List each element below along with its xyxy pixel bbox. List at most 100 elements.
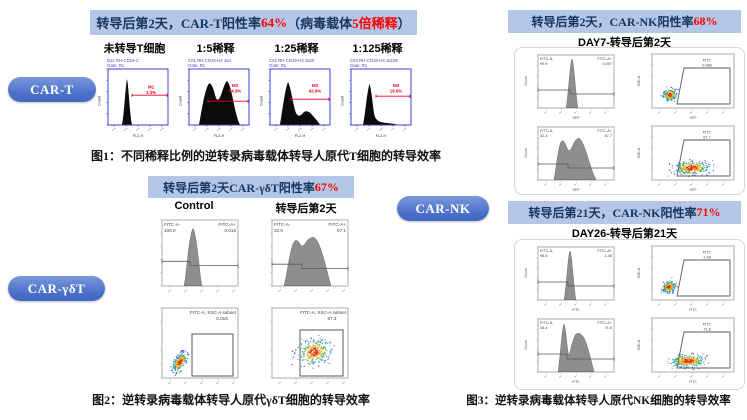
histogram-peak [279,82,320,125]
fig3-day7-subtitle: DAY7-转导后第2天 [577,37,672,49]
fig1-plot-cell-2: 1:5稀释 C01 RH-CD19-H3 164 Gate: R1 Count … [175,40,256,145]
axis-ticks [267,68,324,127]
gate-line [161,259,239,268]
pos-gate-label: FITC-A+ [219,222,237,227]
x-axis-label: GFP [690,116,698,120]
fig3-day26-title-text: 转导后第21天，CAR-NK阳性率 [528,206,697,220]
flow-histogram-1-25: C02 RH-CD19-H3 1620 Gate: R1 Count FL2-H… [259,58,330,138]
density-cloud [660,86,679,102]
fig1-title-close: ） [397,16,411,31]
nk-day26-scatter-transduced: SSC-A FITC FITC 71.6 [637,317,735,384]
y-axis-label: SSC-A [637,339,641,350]
axis-ticks [105,68,162,127]
density-cloud [291,335,335,369]
x-tick-labels [657,375,725,378]
scatter-gate-label: FITC [703,251,712,255]
plot-frame [651,125,735,181]
x-tick-labels [277,289,346,293]
fig2-title-pct: 67% [314,179,339,194]
gate-rect [299,329,344,377]
x-axis-label: GFP [573,188,581,192]
fig3-day7-title-text: 转导后第2天，CAR-NK阳性率 [531,15,694,29]
neg-gate-value: 28.4 [540,326,547,330]
gdt-histogram-control: FITC-A- 100.0 FITC-A+ 0.016 [160,219,239,293]
gdt-scatter-control: FITC-A, SSC-A subset 0.016 [160,307,239,385]
marker-line [207,99,248,103]
marker-line [131,93,167,97]
nk-day7-histogram-control: Count GFP FITC-A- 99.9 FITC-A+ 0.097 [524,54,615,120]
fig1-plot-cell-3: 1:25稀释 C02 RH-CD19-H3 1620 Gate: R1 Coun… [256,40,337,145]
x-tick-labels [543,183,607,186]
x-axis-label: FL2-H [294,134,305,138]
pos-gate-value: 71.6 [605,326,612,330]
scatter-gate-value: 0.088 [702,63,712,67]
fig2-title-bar: 转导后第2天CAR-γδT阳性率 67% [148,176,354,198]
gate-line [537,352,615,361]
pos-gate-label: FITC-A+ [598,321,613,325]
pos-gate-value: 0.097 [602,62,612,66]
fig1-title-dilution: 5倍稀释 [352,16,398,31]
neg-gate-value: 100.0 [164,228,176,233]
x-axis-label: FL2-H [375,134,386,138]
fig1-col-label-2: 1:5稀释 [196,43,235,55]
fig1-col-label-3: 1:25稀释 [274,43,319,55]
x-tick-labels [657,111,725,114]
scatter-gate-label: FITC-A, SSC-A subset [190,310,237,315]
plot-frame [107,68,168,126]
y-axis-label: Count [524,340,528,349]
marker-name: M1 [147,85,154,90]
fig3-day26-title-bar: 转导后第21天，CAR-NK阳性率 71% [508,201,741,224]
histogram-peak [283,237,332,286]
x-tick-labels [192,127,245,131]
marker-name: M3 [231,83,238,88]
scatter-gate-label: FITC [703,323,712,327]
x-tick-labels [543,375,607,378]
scatter-gate-label: FITC [703,59,712,63]
gate-line [537,88,615,96]
x-axis-label: FITC [689,380,697,384]
neg-gate-label: FITC-A- [540,249,554,253]
fig3-caption-text: 逆转录病毒载体转导人原代NK细胞的转导效率 [495,395,731,407]
fig2-caption: 图2：逆转录病毒载体转导人原代γδT细胞的转导效率 [66,391,396,408]
gdt-histogram-day2: FITC-A- 32.9 FITC-A+ 67.1 [270,219,349,293]
plot-frame [651,317,735,373]
gate-rect [191,333,234,377]
fig2-col-label-day2: 转导后第2天 [275,203,337,215]
pos-gate-label: FITC-A+ [329,222,347,227]
pos-gate-label: FITC-A+ [598,129,613,133]
plot-gate-label: Gate: R1 [350,63,368,68]
flow-histogram-1-5: C01 RH-CD19-H3 164 Gate: R1 Count FL2-H … [178,58,249,138]
nk-day26-histogram-control: Count FITC FITC-A- 98.5 FITC-A+ 1.48 [524,246,615,312]
scatter-gate-value: 67.7 [703,135,710,139]
nk-day7-scatter-control: SSC-A GFP FITC 0.088 [637,53,735,120]
x-axis-label: FITC [572,380,580,384]
scatter-gate-value: 0.016 [216,316,228,321]
scatter-gate-label: FITC-A, SSC-A subset [300,310,347,315]
gate-line [537,280,615,288]
pos-gate-value: 67.7 [605,134,612,138]
plot-header: C02 RH-CD19-H3 1620 [269,58,315,63]
density-cloud [667,158,715,178]
nk-day26-histogram-transduced: Count FITC FITC-A- 28.4 FITC-A+ 71.6 [524,318,615,384]
fig2-title-text: 转导后第2天CAR-γδT阳性率 [163,180,315,195]
x-tick-labels [277,381,346,385]
histogram-peak [565,58,579,108]
neg-gate-value: 32.9 [274,228,283,233]
nk-day7-scatter-transduced: SSC-A GFP FITC 67.7 [637,125,735,192]
fig2-col-label-control: Control [174,200,214,212]
fig1-title-text: 转导后第2天，CAR-T阳性率 [96,16,262,31]
y-axis-label: Count [524,76,528,85]
plot-frame [271,307,349,379]
gate-line [537,162,615,170]
histogram-peak [198,81,240,125]
scatter-gate-label: FITC [703,131,712,135]
fig1-plot-row: 未转导T细胞 B12 RH-CD19-C Gate: R1 Count FL2-… [94,40,418,145]
fig1-plot-cell-1: 未转导T细胞 B12 RH-CD19-C Gate: R1 Count FL2-… [94,40,175,145]
marker-name: M3 [392,83,399,88]
axis-ticks [650,317,725,374]
x-axis-label: FL2-H [132,134,143,138]
scatter-gate-value: 1.48 [703,255,710,259]
fig3-day26-title-pct: 71% [696,205,721,219]
plot-gate-label: Gate: R1 [107,63,125,68]
marker-pct: 16.6% [389,88,402,93]
